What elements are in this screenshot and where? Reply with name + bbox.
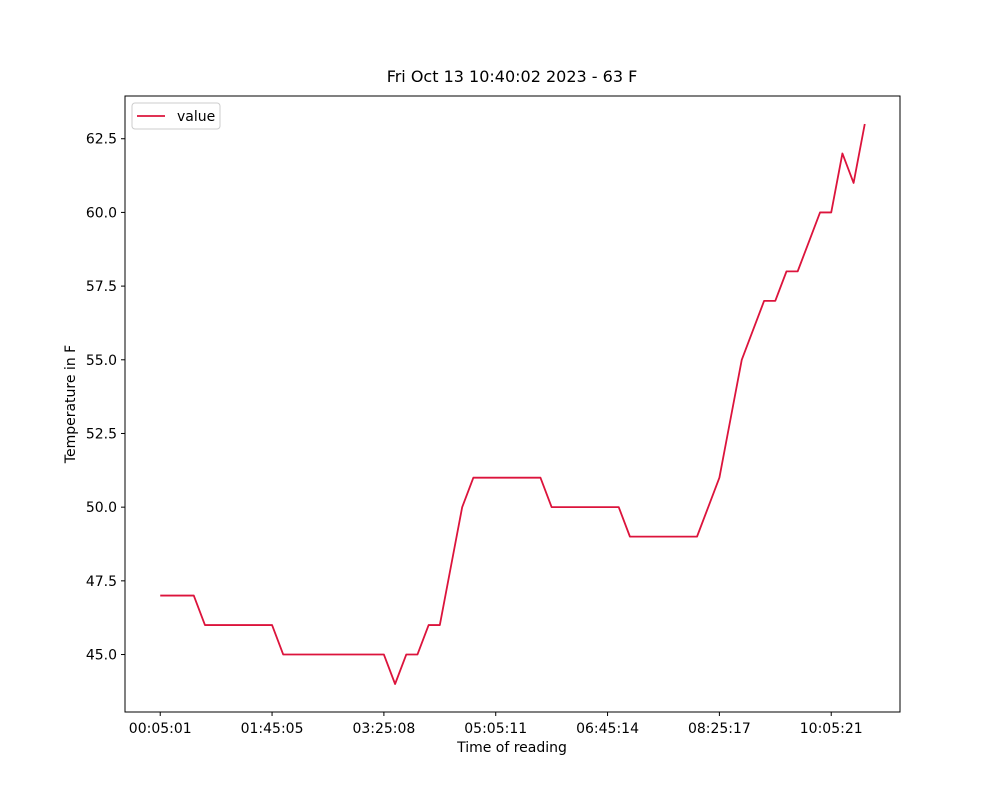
plot-frame [124, 95, 901, 713]
y-tick-label: 57.5 [86, 279, 117, 295]
chart-title: Fri Oct 13 10:40:02 2023 - 63 F [387, 67, 638, 86]
y-axis-label: Temperature in F [63, 345, 79, 464]
x-tick-label: 05:05:11 [464, 721, 527, 737]
x-tick-label: 08:25:17 [688, 721, 751, 737]
y-tick-label: 45.0 [86, 648, 117, 664]
x-tick-label: 03:25:08 [352, 721, 415, 737]
y-tick-label: 62.5 [86, 132, 117, 148]
x-tick-label: 06:45:14 [576, 721, 639, 737]
y-tick-label: 50.0 [86, 500, 117, 516]
x-tick-label: 01:45:05 [241, 721, 304, 737]
data-line [160, 123, 866, 685]
legend-box [131, 102, 221, 130]
legend-label: value [177, 109, 215, 125]
y-tick-label: 52.5 [86, 426, 117, 442]
y-tick-label: 55.0 [86, 353, 117, 369]
y-tick-label: 47.5 [86, 574, 117, 590]
x-tick-label: 10:05:21 [800, 721, 863, 737]
y-tick-label: 60.0 [86, 205, 117, 221]
x-tick-label: 00:05:01 [129, 721, 192, 737]
x-axis-label: Time of reading [456, 740, 567, 756]
